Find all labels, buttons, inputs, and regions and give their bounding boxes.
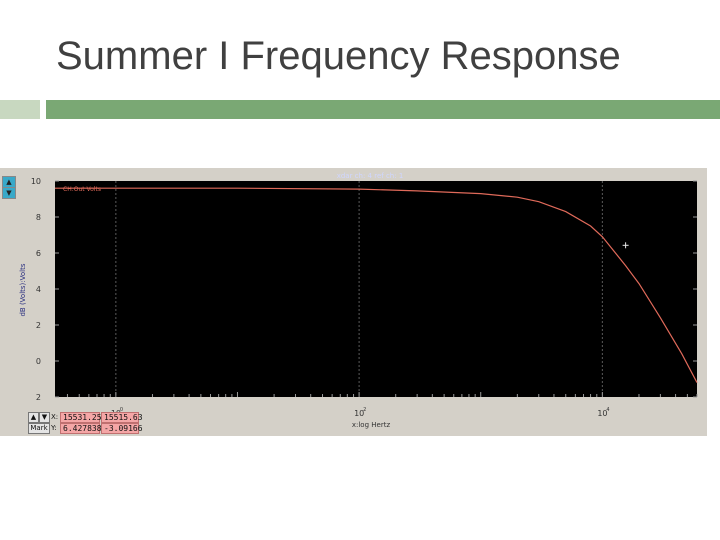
y-tick-label: 0 [36,357,41,366]
y-tick-label: 4 [36,285,41,294]
scale-down-spinner[interactable]: ▼ [2,187,16,199]
marker-y-axis-label: Y: [51,424,57,432]
plot-area [55,181,697,397]
x-tick-exponent: 4 [606,407,609,413]
mark-button[interactable]: Mark [28,423,50,434]
x-tick-exponent: 2 [363,407,366,413]
title-rule-right [46,100,720,119]
y-tick-label: 2 [36,321,41,330]
y-tick-label: 8 [36,213,41,222]
series-layer [55,187,698,383]
marker-x1-value[interactable]: 15531.25 [60,412,102,423]
grid-layer [55,180,698,398]
marker-up-button[interactable]: ▲ [28,412,39,423]
x-tick-label: 10 [354,409,364,418]
marker-down-button[interactable]: ▼ [39,412,50,423]
marker-y1-value[interactable]: 6.427838 [60,423,102,434]
x-axis-label: x:log Hertz [352,421,391,429]
title-rule-left [0,100,40,119]
frequency-response-plot: 10010210410864202 xdar ch: 4 ref ch: 1 C… [19,172,698,429]
y-tick-label: 6 [36,249,41,258]
series-line-0 [55,187,698,383]
slide-title: Summer I Frequency Response [56,34,621,78]
marker-y2-value[interactable]: -3.09166 [101,423,143,434]
plot-header: xdar ch: 4 ref ch: 1 [337,172,404,180]
marker-x2-value[interactable]: 15515.63 [101,412,143,423]
y-axis-label: dB (Volts):Volts [19,263,27,316]
y-tick-label: 10 [31,177,41,186]
x-tick-exponent: 0 [120,407,123,413]
y-tick-label: 2 [36,393,41,402]
marker-x-axis-label: X: [51,413,59,421]
scope-window: ▲ ▼ 10010210410864202 xdar ch: 4 ref ch:… [0,168,707,436]
x-tick-label: 10 [597,409,607,418]
legend-trace-label: CH:Out Volts [63,186,101,193]
